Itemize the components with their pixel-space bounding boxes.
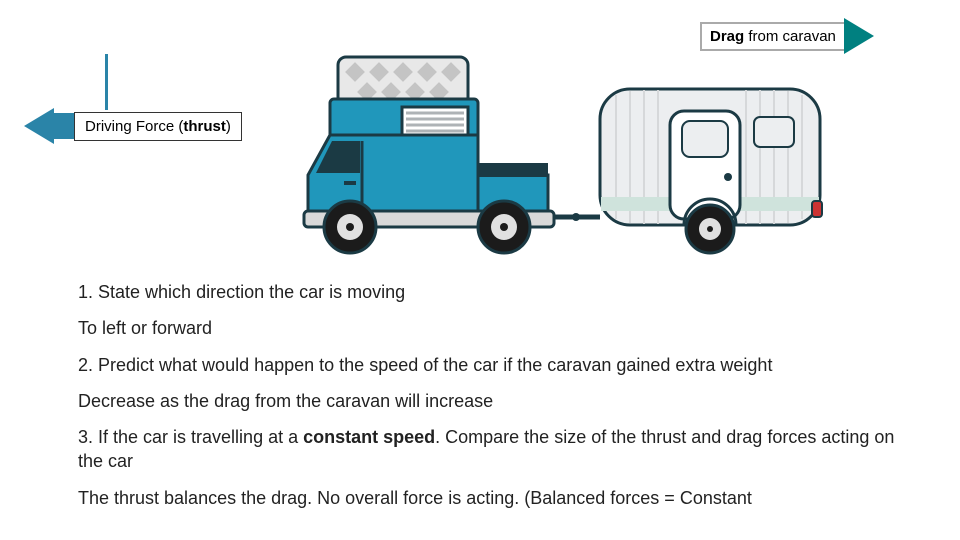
thrust-label: Driving Force (thrust) (74, 112, 242, 141)
arrow-left-stem (54, 113, 74, 139)
arrow-left-tip (24, 108, 54, 144)
thrust-arrow: Driving Force (thrust) (24, 108, 242, 144)
question-2: 2. Predict what would happen to the spee… (78, 353, 908, 377)
vertical-connector (105, 54, 108, 110)
answer-2: Decrease as the drag from the caravan wi… (78, 389, 908, 413)
truck-icon (304, 57, 554, 253)
questions-block: 1. State which direction the car is movi… (78, 280, 908, 522)
truck-wheel-front (324, 201, 376, 253)
truck-wheel-rear (478, 201, 530, 253)
answer-3: The thrust balances the drag. No overall… (78, 486, 908, 510)
truck-caravan-illustration (300, 45, 830, 265)
answer-1: To left or forward (78, 316, 908, 340)
question-1: 1. State which direction the car is movi… (78, 280, 908, 304)
question-3: 3. If the car is travelling at a constan… (78, 425, 908, 474)
arrow-right-tip (844, 18, 874, 54)
caravan-wheel (686, 205, 734, 253)
caravan-icon (600, 89, 822, 253)
